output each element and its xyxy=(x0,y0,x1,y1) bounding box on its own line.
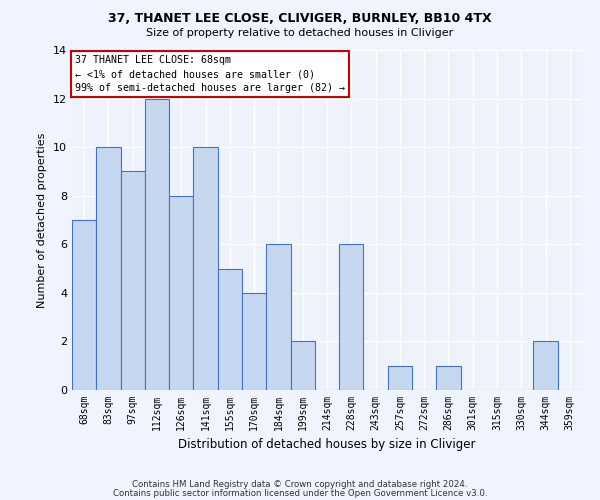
Bar xyxy=(121,172,145,390)
Bar xyxy=(388,366,412,390)
X-axis label: Distribution of detached houses by size in Cliviger: Distribution of detached houses by size … xyxy=(178,438,476,452)
Bar xyxy=(339,244,364,390)
Bar xyxy=(96,147,121,390)
Bar xyxy=(533,342,558,390)
Bar xyxy=(218,268,242,390)
Bar xyxy=(193,147,218,390)
Bar xyxy=(290,342,315,390)
Bar xyxy=(436,366,461,390)
Text: 37, THANET LEE CLOSE, CLIVIGER, BURNLEY, BB10 4TX: 37, THANET LEE CLOSE, CLIVIGER, BURNLEY,… xyxy=(108,12,492,26)
Bar xyxy=(169,196,193,390)
Bar xyxy=(242,293,266,390)
Text: Size of property relative to detached houses in Cliviger: Size of property relative to detached ho… xyxy=(146,28,454,38)
Bar xyxy=(145,98,169,390)
Text: 37 THANET LEE CLOSE: 68sqm
← <1% of detached houses are smaller (0)
99% of semi-: 37 THANET LEE CLOSE: 68sqm ← <1% of deta… xyxy=(74,55,344,93)
Y-axis label: Number of detached properties: Number of detached properties xyxy=(37,132,47,308)
Bar xyxy=(266,244,290,390)
Text: Contains public sector information licensed under the Open Government Licence v3: Contains public sector information licen… xyxy=(113,489,487,498)
Bar xyxy=(72,220,96,390)
Text: Contains HM Land Registry data © Crown copyright and database right 2024.: Contains HM Land Registry data © Crown c… xyxy=(132,480,468,489)
